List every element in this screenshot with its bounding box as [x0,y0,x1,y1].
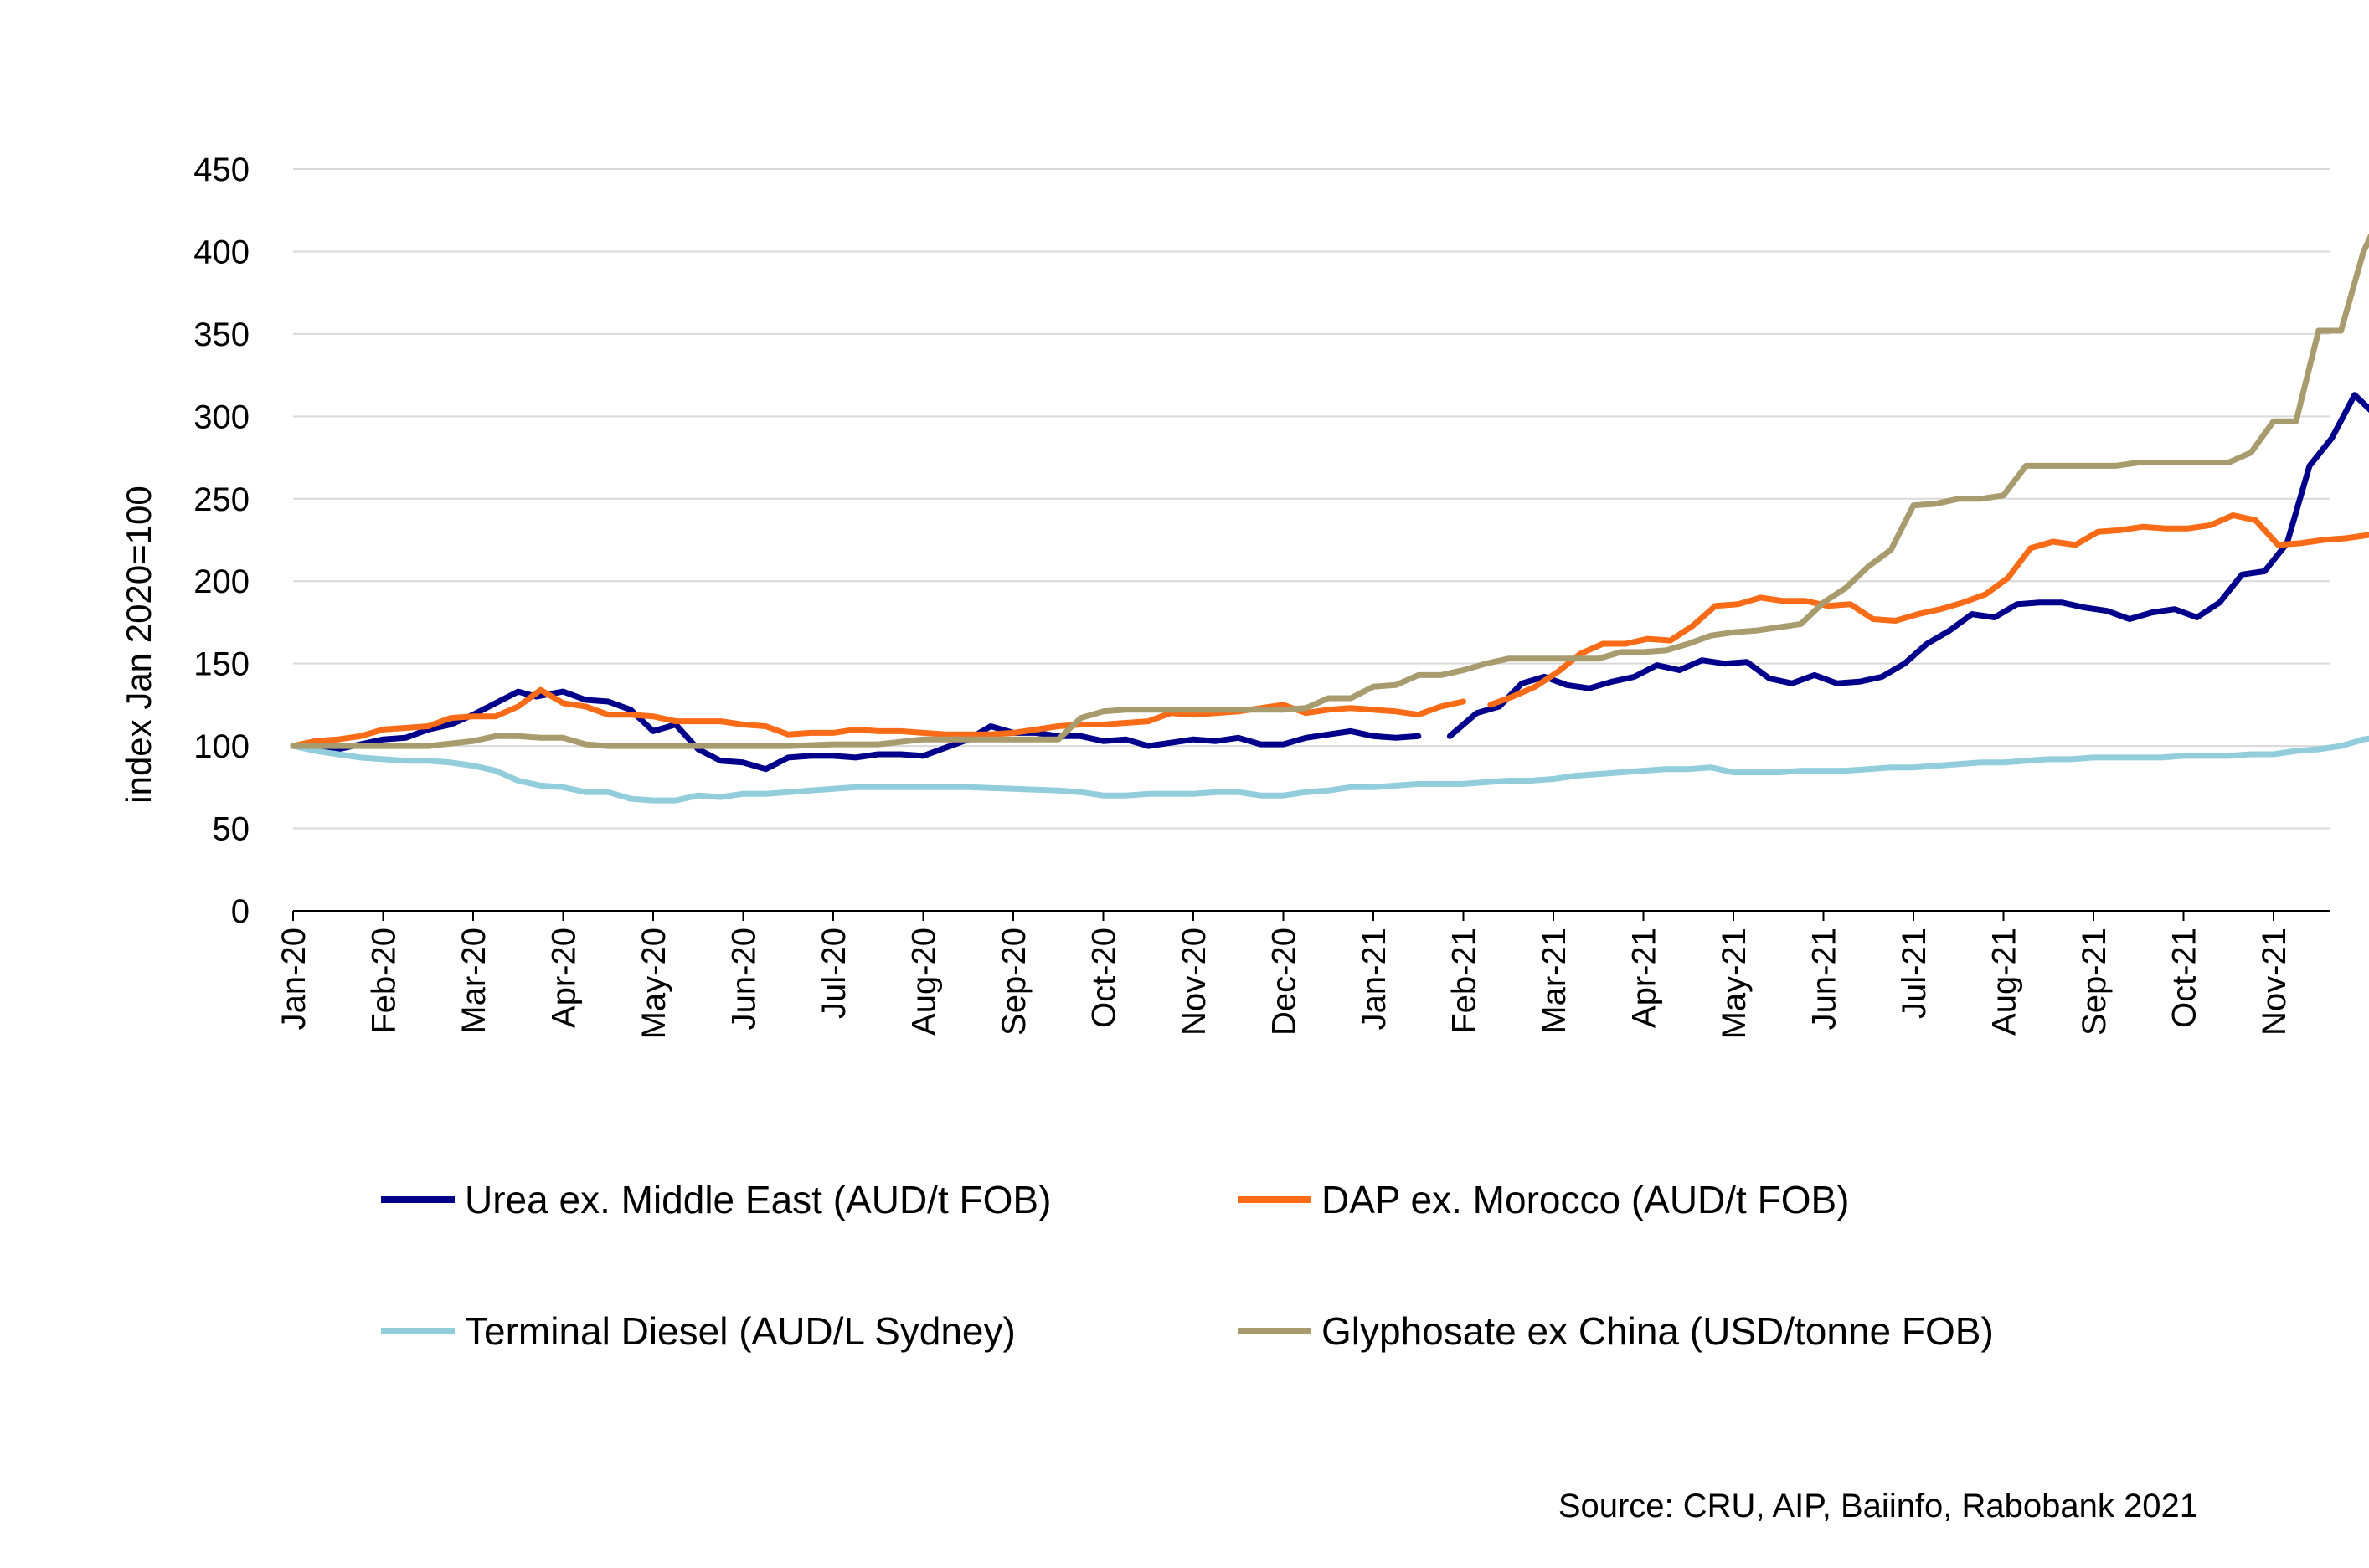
legend-item: DAP ex. Morocco (AUD/t FOB) [1238,1178,1850,1221]
y-tick-label: 400 [193,234,250,270]
x-tick-label: Nov-21 [2256,928,2293,1036]
series-0 [290,392,2369,773]
legend-item: Terminal Diesel (AUD/L Sydney) [381,1309,1016,1353]
y-axis-tick-labels: 0 50 100 150 200 250 300 350 400 450 [193,152,250,930]
series-line [1446,392,2369,739]
legend-item: Urea ex. Middle East (AUD/t FOB) [381,1178,1051,1221]
x-tick-label: Feb-21 [1446,928,1483,1034]
x-tick-label: Jan-21 [1356,928,1393,1030]
series-1 [290,512,2369,749]
y-tick-label: 450 [193,152,250,188]
x-tick-label: Jun-20 [726,928,763,1030]
legend-label: Glyphosate ex China (USD/tonne FOB) [1321,1309,1994,1353]
x-tick-label: Jun-21 [1806,928,1843,1030]
x-tick-label: May-21 [1716,928,1753,1039]
y-tick-label: 250 [193,481,250,518]
y-tick-label: 100 [193,728,250,765]
gridlines [293,168,2330,830]
series-line [290,686,1466,749]
series-line [1487,512,2369,708]
x-tick-label: Nov-20 [1176,928,1213,1036]
x-tick-label: Apr-21 [1626,928,1663,1028]
y-tick-label: 0 [231,893,250,930]
y-tick-label: 150 [193,646,250,683]
series-2 [290,735,2369,804]
x-tick-label: Dec-20 [1266,928,1303,1036]
series-line [290,688,1422,773]
x-tick-label: Apr-20 [546,928,583,1028]
y-tick-label: 300 [193,398,250,435]
legend-label: Urea ex. Middle East (AUD/t FOB) [465,1178,1051,1221]
x-axis-tick-labels: Jan-20 Feb-20 Mar-20 Apr-20 May-20 Jun-20 Jul-… [276,928,2293,1039]
x-tick-label: Aug-21 [1986,928,2023,1036]
x-tick-label: Oct-21 [2166,928,2203,1028]
y-tick-label: 350 [193,316,250,353]
series-line [290,735,2369,804]
y-tick-label: 200 [193,563,250,600]
legend-item: Glyphosate ex China (USD/tonne FOB) [1238,1309,1994,1353]
x-tick-label: Mar-21 [1536,928,1573,1034]
x-tick-label: Jul-20 [816,928,852,1019]
source-note: Source: CRU, AIP, Baiinfo, Rabobank 2021 [1558,1488,2198,1524]
legend-label: Terminal Diesel (AUD/L Sydney) [465,1309,1016,1353]
series-3 [290,233,2369,749]
data-series [290,233,2369,804]
x-tick-label: Feb-20 [366,928,403,1034]
x-axis [292,910,2330,921]
x-tick-label: Oct-20 [1086,928,1123,1028]
x-tick-label: Mar-20 [456,928,492,1034]
x-tick-label: Jan-20 [276,928,312,1030]
y-tick-label: 50 [213,811,250,848]
y-axis-label: index Jan 2020=100 [119,486,158,804]
x-tick-label: Jul-21 [1896,928,1933,1019]
legend: Urea ex. Middle East (AUD/t FOB) DAP ex. … [381,1178,1994,1353]
legend-label: DAP ex. Morocco (AUD/t FOB) [1321,1178,1850,1221]
x-tick-label: Sep-21 [2076,928,2113,1036]
x-tick-label: May-20 [636,928,672,1039]
x-tick-label: Sep-20 [996,928,1033,1036]
x-tick-label: Aug-20 [906,928,943,1036]
series-line [290,233,2369,749]
